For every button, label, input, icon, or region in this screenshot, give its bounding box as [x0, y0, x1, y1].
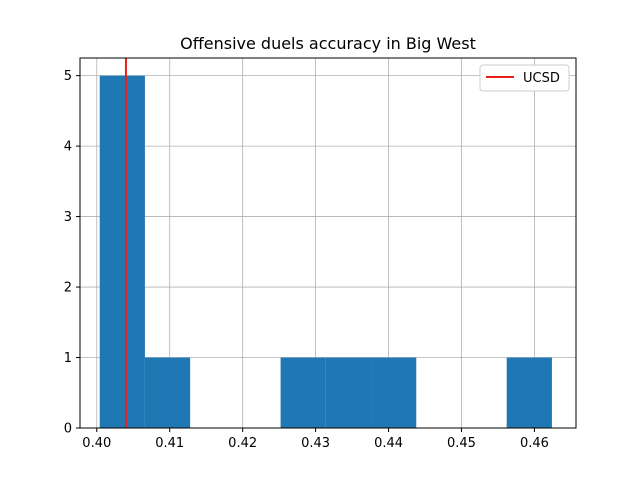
legend-box: [479, 64, 570, 92]
y-tick-label-5: 5: [64, 69, 72, 84]
x-tick-label-5: 0.45: [447, 436, 476, 451]
x-tick-label-0: 0.40: [82, 436, 111, 451]
y-tick-label-0: 0: [64, 422, 72, 437]
y-axis-ticks: 0 1 2 3 4 5: [64, 69, 80, 437]
y-tick-label-1: 1: [64, 351, 72, 366]
x-axis-ticks: 0.40 0.41 0.42 0.43 0.44 0.45 0.46: [82, 428, 549, 451]
chart-title: Offensive duels accuracy in Big West: [180, 34, 476, 53]
y-tick-label-4: 4: [64, 140, 72, 155]
histogram-bar-6: [371, 357, 417, 428]
histogram-bar-4: [280, 357, 326, 428]
histogram-bar-9: [506, 357, 552, 428]
x-tick-label-1: 0.41: [155, 436, 184, 451]
histogram-bar-5: [325, 357, 372, 428]
histogram-bar-0: [99, 75, 145, 428]
x-tick-label-3: 0.43: [301, 436, 330, 451]
x-tick-label-6: 0.46: [520, 436, 549, 451]
legend-label-ucsd: UCSD: [523, 71, 560, 86]
x-tick-label-2: 0.42: [228, 436, 257, 451]
histogram-bar-1: [144, 357, 191, 428]
y-tick-label-3: 3: [64, 210, 72, 225]
legend: UCSD: [479, 64, 570, 92]
y-tick-label-2: 2: [64, 281, 72, 296]
x-tick-label-4: 0.44: [374, 436, 403, 451]
plot-area-frame: [79, 57, 577, 429]
histogram-bars: [99, 75, 552, 428]
